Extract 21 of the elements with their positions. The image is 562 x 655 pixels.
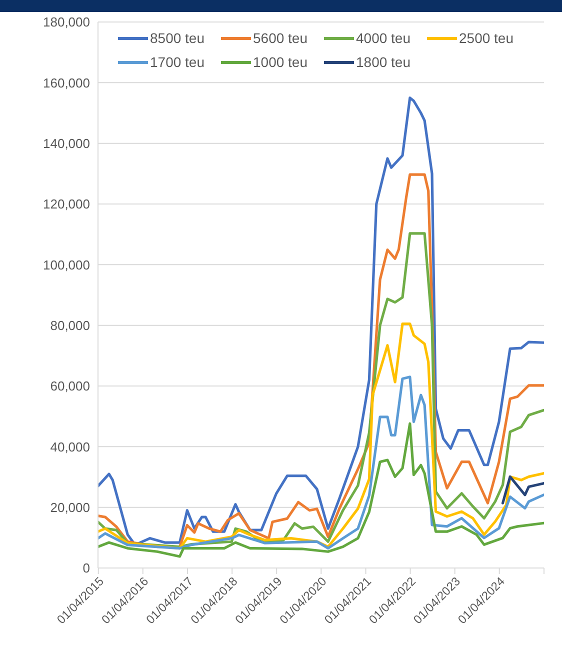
- line-series: [98, 376, 544, 550]
- y-tick-label: 180,000: [43, 14, 90, 30]
- y-tick-label: 100,000: [43, 257, 90, 272]
- legend-label: 4000 teu: [355, 30, 412, 46]
- legend-label: 1700 teu: [149, 54, 206, 70]
- y-tick-label: 0: [82, 560, 90, 576]
- legend-label: 1800 teu: [355, 54, 412, 70]
- y-tick-label: 40,000: [50, 439, 90, 454]
- legend-label: 8500 teu: [149, 30, 206, 46]
- line-series: [98, 422, 544, 558]
- y-tick-label: 20,000: [50, 500, 90, 515]
- line-series: [501, 475, 544, 504]
- legend-label: 1000 teu: [252, 54, 308, 70]
- legend-label: 5600 teu: [252, 30, 308, 46]
- y-tick-label: 160,000: [43, 75, 90, 90]
- line-series: [98, 96, 544, 546]
- y-tick-label: 60,000: [50, 378, 90, 394]
- y-tick-label: 80,000: [50, 318, 90, 333]
- y-tick-label: 140,000: [43, 136, 90, 151]
- legend-label: 2500 teu: [458, 30, 514, 46]
- y-tick-label: 120,000: [43, 196, 90, 212]
